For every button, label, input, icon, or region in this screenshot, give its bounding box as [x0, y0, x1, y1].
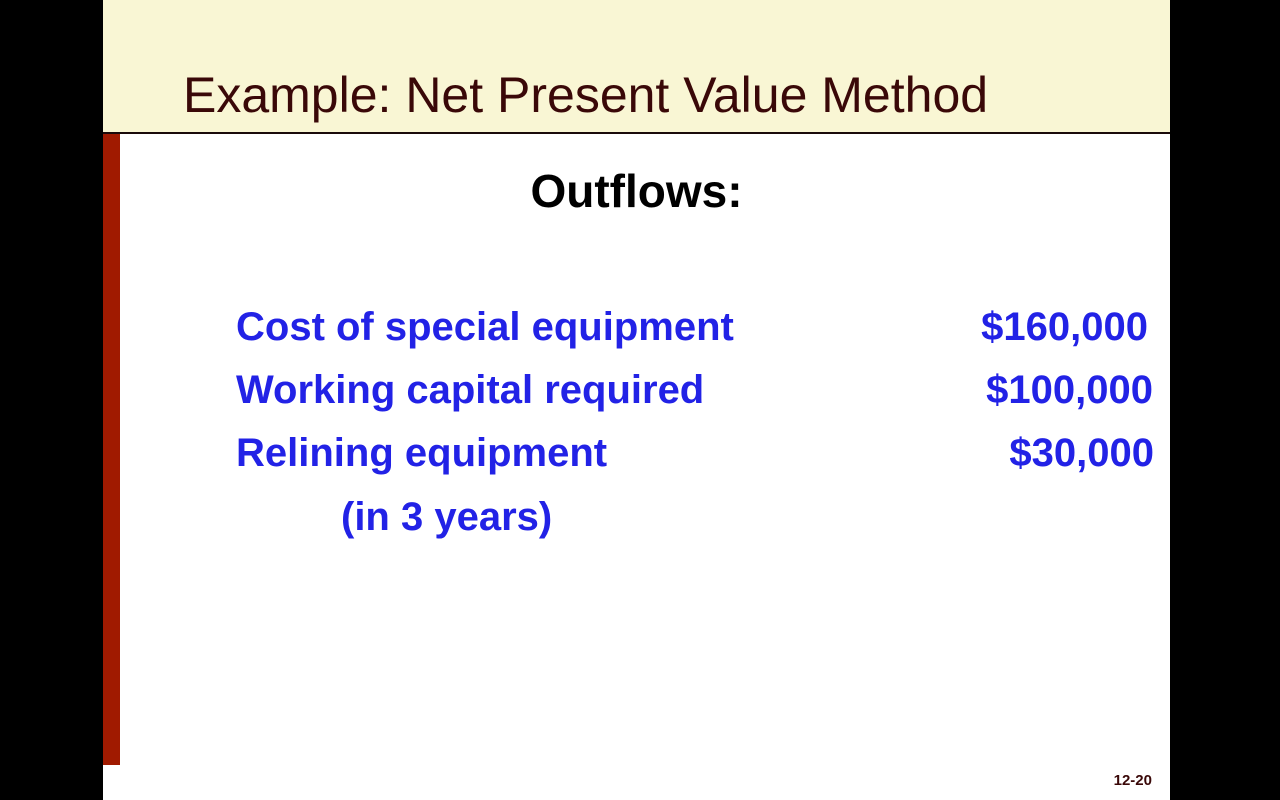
item-amount: $30,000	[1009, 431, 1154, 475]
title-band: Example: Net Present Value Method	[103, 0, 1170, 134]
slide: Example: Net Present Value Method Outflo…	[103, 0, 1170, 800]
page-number: 12-20	[1113, 772, 1152, 789]
accent-bar	[103, 134, 120, 765]
item-label: Cost of special equipment	[236, 305, 734, 349]
section-heading: Outflows:	[530, 165, 743, 217]
item-label: Working capital required	[236, 368, 705, 412]
item-amount: $160,000	[981, 305, 1148, 349]
slide-title: Example: Net Present Value Method	[183, 67, 989, 123]
item-amount: $100,000	[986, 368, 1153, 412]
item-note: (in 3 years)	[341, 495, 553, 539]
item-label: Relining equipment	[236, 431, 608, 475]
